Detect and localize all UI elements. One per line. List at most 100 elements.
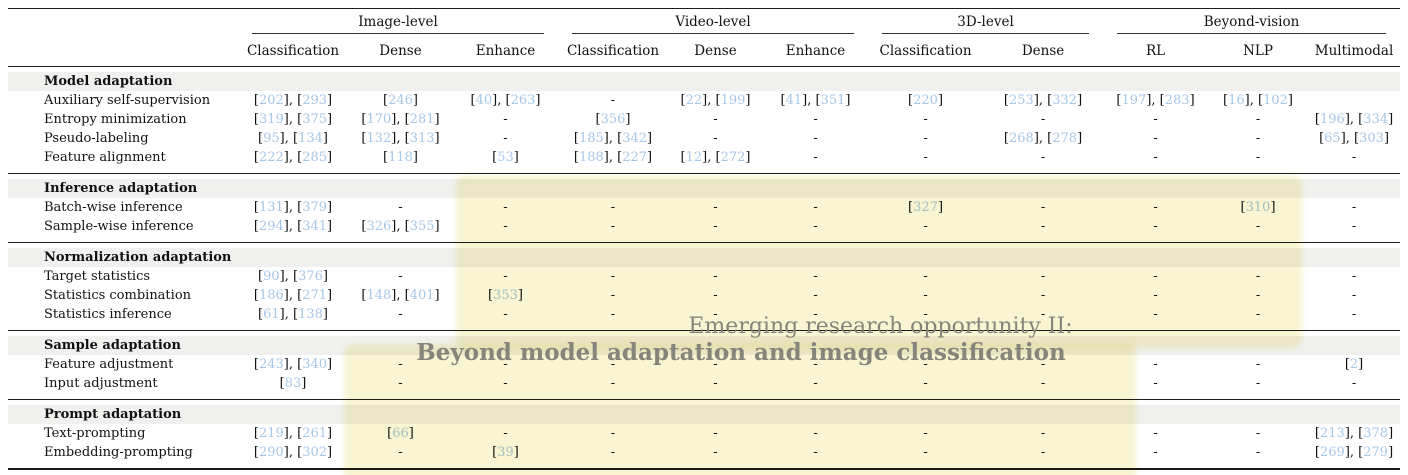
citation-link[interactable]: 285 — [302, 149, 328, 165]
table-row: Batch-wise inference [131], [379] - - - - - [32… — [8, 198, 1400, 217]
citation-link[interactable]: 61 — [263, 306, 280, 322]
citation-link[interactable]: 253 — [1008, 92, 1034, 108]
citation-link[interactable]: 102 — [1263, 92, 1288, 108]
citation-cell: - — [813, 444, 818, 460]
citation-link[interactable]: 313 — [409, 130, 435, 146]
citation-link[interactable]: 213 — [1320, 425, 1345, 441]
citation-link[interactable]: 293 — [302, 92, 328, 108]
citation-link[interactable]: 12 — [685, 149, 703, 165]
citation-cell: - — [398, 268, 403, 284]
citation-link[interactable]: 294 — [258, 218, 284, 234]
citation-link[interactable]: 269 — [1320, 444, 1345, 460]
citation-link[interactable]: 53 — [497, 149, 514, 165]
citation-link[interactable]: 326 — [366, 218, 392, 234]
citation-link[interactable]: 283 — [1164, 92, 1190, 108]
citation-link[interactable]: 243 — [258, 356, 284, 372]
citation-link[interactable]: 2 — [1349, 356, 1359, 372]
citation-cell: - — [813, 149, 818, 165]
citation-cell: - — [610, 92, 616, 108]
citation-link[interactable]: 290 — [258, 444, 284, 460]
corner-cell — [8, 35, 238, 67]
citation-link[interactable]: 222 — [258, 149, 284, 165]
citation-link[interactable]: 90 — [263, 268, 280, 284]
citation-link[interactable]: 302 — [302, 444, 328, 460]
citation-link[interactable]: 83 — [284, 375, 302, 391]
citation-link[interactable]: 268 — [1008, 130, 1034, 146]
table-section: Inference adaptation Batch-wise inference… — [8, 173, 1401, 243]
citation-link[interactable]: 138 — [298, 306, 323, 322]
citation-link[interactable]: 355 — [409, 218, 435, 234]
method-label: Target statistics — [44, 268, 151, 284]
citation-link[interactable]: 356 — [600, 111, 626, 127]
table-row: Entropy minimization [319], [375] [170], [… — [8, 110, 1400, 129]
citation-link[interactable]: 401 — [409, 287, 435, 303]
citation-link[interactable]: 340 — [302, 356, 328, 372]
citation-link[interactable]: 148 — [366, 287, 392, 303]
citation-cell: - — [813, 306, 818, 322]
citation-link[interactable]: 40 — [475, 92, 493, 108]
citation-cell: - — [923, 130, 928, 146]
citation-link[interactable]: 197 — [1121, 92, 1147, 108]
citation-cell: [65], [303] — [1319, 130, 1390, 146]
citation-link[interactable]: 379 — [302, 199, 328, 215]
citation-cell: - — [610, 356, 616, 372]
citation-link[interactable]: 16 — [1228, 92, 1245, 108]
citation-link[interactable]: 332 — [1052, 92, 1078, 108]
citation-link[interactable]: 95 — [263, 130, 280, 146]
citation-cell: - — [1153, 356, 1158, 372]
citation-cell: - — [398, 444, 403, 460]
citation-link[interactable]: 131 — [258, 199, 284, 215]
citation-link[interactable]: 281 — [409, 111, 435, 127]
citation-link[interactable]: 351 — [820, 92, 846, 108]
citation-link[interactable]: 375 — [302, 111, 328, 127]
citation-link[interactable]: 310 — [1245, 199, 1271, 215]
citation-link[interactable]: 170 — [366, 111, 392, 127]
citation-link[interactable]: 202 — [258, 92, 284, 108]
citation-link[interactable]: 263 — [510, 92, 536, 108]
citation-link[interactable]: 272 — [720, 149, 746, 165]
citation-link[interactable]: 132 — [366, 130, 392, 146]
citation-link[interactable]: 261 — [302, 425, 328, 441]
citation-cell: [118] — [383, 149, 418, 165]
citation-cell: - — [503, 306, 508, 322]
method-label: Input adjustment — [44, 375, 158, 391]
citation-link[interactable]: 378 — [1363, 425, 1389, 441]
citation-link[interactable]: 376 — [298, 268, 323, 284]
citation-cell: - — [1255, 375, 1261, 391]
citation-link[interactable]: 353 — [493, 287, 518, 303]
citation-cell: - — [1351, 375, 1357, 391]
citation-link[interactable]: 65 — [1324, 130, 1341, 146]
citation-link[interactable]: 41 — [785, 92, 803, 108]
citation-link[interactable]: 185 — [578, 130, 604, 146]
citation-cell: - — [813, 425, 818, 441]
citation-link[interactable]: 39 — [497, 444, 514, 460]
citation-link[interactable]: 188 — [578, 149, 604, 165]
citation-link[interactable]: 342 — [622, 130, 648, 146]
citation-cell: [83] — [279, 375, 307, 391]
citation-link[interactable]: 186 — [258, 287, 284, 303]
citation-link[interactable]: 196 — [1320, 111, 1345, 127]
citation-link[interactable]: 22 — [685, 92, 703, 108]
citation-link[interactable]: 271 — [302, 287, 328, 303]
citation-link[interactable]: 327 — [913, 199, 938, 215]
citation-link[interactable]: 134 — [298, 130, 323, 146]
citation-link[interactable]: 319 — [258, 111, 284, 127]
citation-link[interactable]: 219 — [258, 425, 284, 441]
citation-cell: - — [398, 199, 403, 215]
citation-link[interactable]: 246 — [388, 92, 413, 108]
citation-link[interactable]: 66 — [392, 425, 409, 441]
citation-link[interactable]: 341 — [302, 218, 328, 234]
citation-cell: - — [1153, 130, 1158, 146]
citation-link[interactable]: 303 — [1359, 130, 1384, 146]
citation-link[interactable]: 199 — [720, 92, 746, 108]
citation-cell: - — [713, 287, 718, 303]
citation-link[interactable]: 220 — [913, 92, 938, 108]
citation-cell: [197], [283] — [1116, 92, 1195, 108]
citation-link[interactable]: 118 — [388, 149, 413, 165]
citation-link[interactable]: 334 — [1363, 111, 1389, 127]
citation-link[interactable]: 279 — [1363, 444, 1389, 460]
citation-cell: - — [1153, 218, 1158, 234]
citation-link[interactable]: 278 — [1052, 130, 1078, 146]
citation-link[interactable]: 227 — [622, 149, 648, 165]
citation-cell: - — [813, 268, 818, 284]
